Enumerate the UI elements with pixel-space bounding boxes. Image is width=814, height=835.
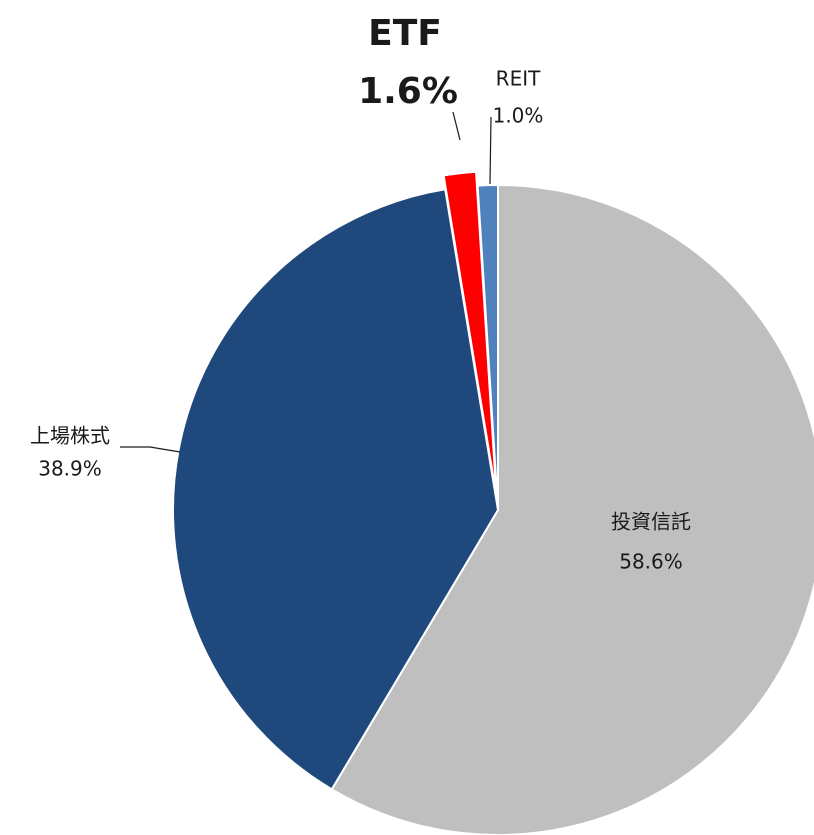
pie-slice	[442, 170, 498, 497]
slice-value-label: 1.0%	[493, 104, 544, 128]
slice-value-label: 58.6%	[619, 550, 683, 574]
leader-line	[120, 446, 181, 453]
leader-line	[489, 116, 492, 185]
slice-label: ETF	[368, 13, 442, 54]
slice-label: REIT	[496, 67, 541, 91]
pie-slice	[172, 188, 500, 791]
slice-label: 上場株式	[30, 424, 110, 448]
pie-slice	[476, 183, 499, 511]
leader-line	[452, 111, 461, 141]
slice-value-label: 38.9%	[38, 457, 102, 481]
slice-label: 投資信託	[611, 510, 691, 534]
slice-value-label: 1.6%	[358, 71, 458, 112]
